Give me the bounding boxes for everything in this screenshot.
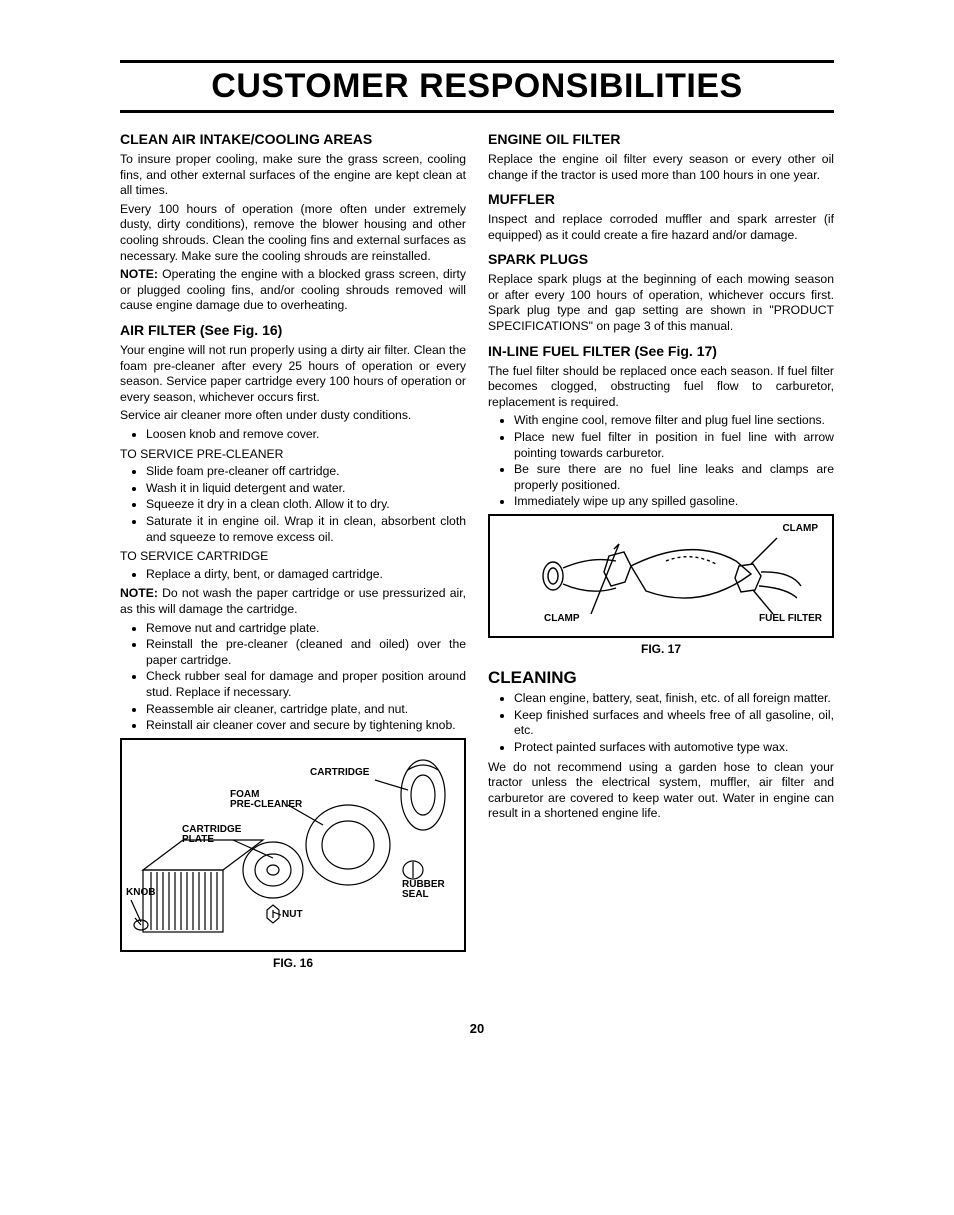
bullet-list: Remove nut and cartridge plate. Reinstal… <box>120 621 466 734</box>
fig16-label-cartplate: CARTRIDGE PLATE <box>182 825 241 846</box>
bullet-list: Replace a dirty, bent, or damaged cartri… <box>120 567 466 583</box>
list-item: Reinstall air cleaner cover and secure b… <box>146 718 466 734</box>
heading-clean-air: CLEAN AIR INTAKE/COOLING AREAS <box>120 131 466 149</box>
body-text: To insure proper cooling, make sure the … <box>120 152 466 199</box>
heading-fuel-filter: IN-LINE FUEL FILTER (See Fig. 17) <box>488 343 834 361</box>
title-rule-bottom <box>120 110 834 113</box>
note-text: NOTE: Do not wash the paper cartridge or… <box>120 586 466 617</box>
list-item: Immediately wipe up any spilled gasoline… <box>514 494 834 510</box>
note-label: NOTE: <box>120 267 158 281</box>
left-column: CLEAN AIR INTAKE/COOLING AREAS To insure… <box>120 123 466 981</box>
fig16-label-foam: FOAM PRE-CLEANER <box>230 790 302 811</box>
body-text: Inspect and replace corroded muffler and… <box>488 212 834 243</box>
fig17-label-clamp-top: CLAMP <box>782 524 818 535</box>
body-text: Replace spark plugs at the beginning of … <box>488 272 834 334</box>
body-text: The fuel filter should be replaced once … <box>488 364 834 411</box>
subheading-precleaner: TO SERVICE PRE-CLEANER <box>120 447 466 463</box>
list-item: Clean engine, battery, seat, finish, etc… <box>514 691 834 707</box>
bullet-list: Slide foam pre-cleaner off cartridge. Wa… <box>120 464 466 545</box>
list-item: Keep finished surfaces and wheels free o… <box>514 708 834 739</box>
heading-oil-filter: ENGINE OIL FILTER <box>488 131 834 149</box>
body-text: We do not recommend using a garden hose … <box>488 760 834 822</box>
heading-cleaning: CLEANING <box>488 667 834 689</box>
bullet-list: Clean engine, battery, seat, finish, etc… <box>488 691 834 755</box>
list-item: Check rubber seal for damage and proper … <box>146 669 466 700</box>
heading-air-filter: AIR FILTER (See Fig. 16) <box>120 322 466 340</box>
note-body: Operating the engine with a blocked gras… <box>120 267 466 312</box>
note-label: NOTE: <box>120 586 158 600</box>
bullet-list: Loosen knob and remove cover. <box>120 427 466 443</box>
body-text: Every 100 hours of operation (more often… <box>120 202 466 264</box>
figure-16: KNOB CARTRIDGE PLATE FOAM PRE-CLEANER CA… <box>120 738 466 952</box>
subheading-cartridge: TO SERVICE CARTRIDGE <box>120 549 466 565</box>
fig16-label-nut: NUT <box>282 910 303 921</box>
heading-spark-plugs: SPARK PLUGS <box>488 251 834 269</box>
body-text: Service air cleaner more often under dus… <box>120 408 466 424</box>
list-item: Place new fuel filter in position in fue… <box>514 430 834 461</box>
two-column-layout: CLEAN AIR INTAKE/COOLING AREAS To insure… <box>120 123 834 981</box>
note-body: Do not wash the paper cartridge or use p… <box>120 586 466 616</box>
bullet-list: With engine cool, remove filter and plug… <box>488 413 834 510</box>
fig17-label-fuelfilter: FUEL FILTER <box>759 614 822 625</box>
list-item: Remove nut and cartridge plate. <box>146 621 466 637</box>
body-text: Your engine will not run properly using … <box>120 343 466 405</box>
main-title: CUSTOMER RESPONSIBILITIES <box>120 65 834 108</box>
list-item: Reinstall the pre-cleaner (cleaned and o… <box>146 637 466 668</box>
list-item: Protect painted surfaces with automotive… <box>514 740 834 756</box>
list-item: Replace a dirty, bent, or damaged cartri… <box>146 567 466 583</box>
body-text: Replace the engine oil filter every seas… <box>488 152 834 183</box>
figure-16-caption: FIG. 16 <box>120 956 466 971</box>
fig16-label-rubber: RUBBER SEAL <box>402 880 445 901</box>
list-item: Slide foam pre-cleaner off cartridge. <box>146 464 466 480</box>
fig17-label-clamp-bottom: CLAMP <box>544 614 580 625</box>
note-text: NOTE: Operating the engine with a blocke… <box>120 267 466 314</box>
figure-17: CLAMP CLAMP FUEL FILTER <box>488 514 834 638</box>
list-item: Loosen knob and remove cover. <box>146 427 466 443</box>
title-rule-top <box>120 60 834 63</box>
heading-muffler: MUFFLER <box>488 191 834 209</box>
list-item: Squeeze it dry in a clean cloth. Allow i… <box>146 497 466 513</box>
list-item: Wash it in liquid detergent and water. <box>146 481 466 497</box>
list-item: Be sure there are no fuel line leaks and… <box>514 462 834 493</box>
figure-17-caption: FIG. 17 <box>488 642 834 657</box>
page-number: 20 <box>120 1021 834 1036</box>
list-item: Saturate it in engine oil. Wrap it in cl… <box>146 514 466 545</box>
list-item: With engine cool, remove filter and plug… <box>514 413 834 429</box>
fig16-label-knob: KNOB <box>126 888 155 899</box>
manual-page: CUSTOMER RESPONSIBILITIES CLEAN AIR INTA… <box>0 0 954 1076</box>
right-column: ENGINE OIL FILTER Replace the engine oil… <box>488 123 834 981</box>
fig16-label-cartridge: CARTRIDGE <box>310 768 369 779</box>
list-item: Reassemble air cleaner, cartridge plate,… <box>146 702 466 718</box>
